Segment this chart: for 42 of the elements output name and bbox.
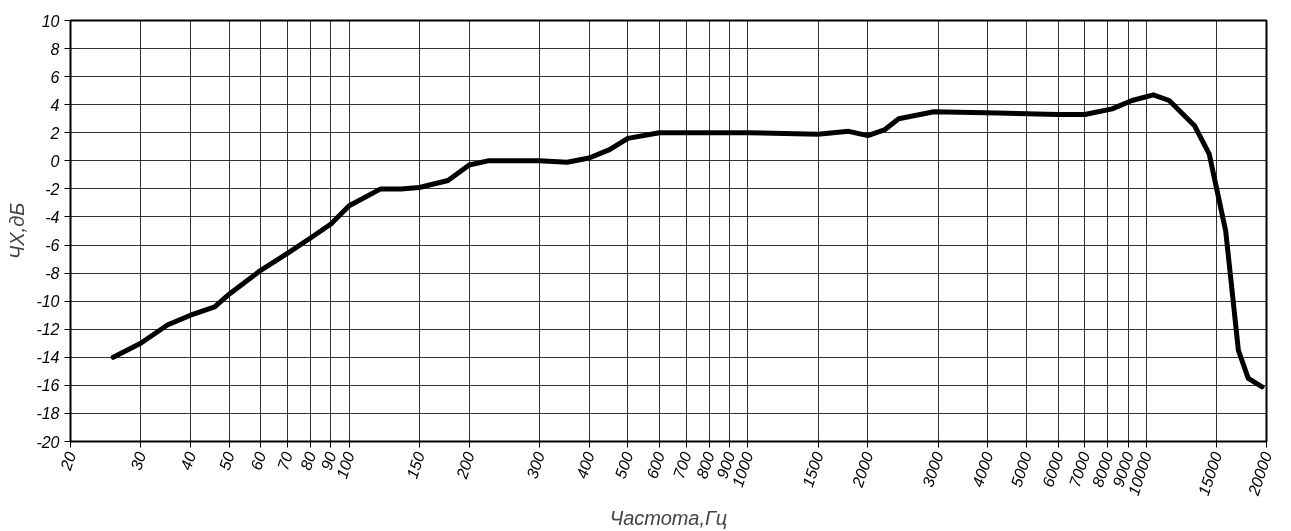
- x-tick-label: 30: [127, 449, 150, 473]
- y-tick-label: -4: [45, 208, 60, 226]
- x-tick-label: 500: [611, 449, 637, 481]
- x-tick-label: 4000: [969, 449, 997, 490]
- y-tick-label: 0: [50, 152, 60, 170]
- x-tick-label: 600: [643, 449, 668, 481]
- x-tick-label: 20000: [1244, 449, 1276, 499]
- x-tick-label: 300: [523, 449, 548, 481]
- x-tick-label: 200: [452, 449, 478, 482]
- y-tick-label: 4: [50, 96, 60, 114]
- x-tick-label: 7000: [1065, 449, 1094, 490]
- x-tick-label: 700: [670, 449, 695, 481]
- y-tick-label: -10: [36, 293, 60, 311]
- x-tick-label: 800: [693, 449, 718, 481]
- x-tick-label: 150: [403, 449, 428, 481]
- y-tick-label: 2: [49, 124, 60, 142]
- x-tick-label: 60: [247, 449, 270, 473]
- x-axis-title: Частота,Гц: [609, 506, 728, 529]
- y-tick-label: -20: [36, 433, 60, 451]
- x-tick-label: 6000: [1039, 449, 1067, 490]
- y-tick-label: -2: [45, 180, 60, 198]
- y-tick-label: -16: [36, 377, 60, 395]
- y-axis-title: ЧХ,дБ: [6, 202, 29, 260]
- y-tick-label: 10: [41, 12, 60, 30]
- y-tick-label: -14: [36, 349, 60, 367]
- x-tick-label: 1500: [799, 449, 827, 490]
- y-tick-label: 8: [50, 40, 60, 58]
- x-tick-label: 400: [573, 449, 598, 481]
- y-tick-label: -12: [36, 321, 60, 339]
- x-tick-label: 70: [274, 449, 296, 473]
- x-tick-label: 50: [215, 449, 238, 473]
- x-tick-label: 15000: [1195, 449, 1226, 498]
- x-tick-label: 2000: [848, 449, 877, 491]
- x-tick-label: 20: [56, 449, 80, 474]
- x-tick-label: 80: [297, 449, 320, 473]
- y-tick-label: -6: [45, 237, 60, 255]
- x-tick-label: 3000: [919, 449, 947, 490]
- y-tick-label: 6: [50, 68, 60, 86]
- y-tick-label: -18: [36, 405, 60, 423]
- x-tick-label: 40: [177, 449, 200, 473]
- x-tick-label: 5000: [1007, 449, 1036, 490]
- y-tick-label: -8: [45, 265, 60, 283]
